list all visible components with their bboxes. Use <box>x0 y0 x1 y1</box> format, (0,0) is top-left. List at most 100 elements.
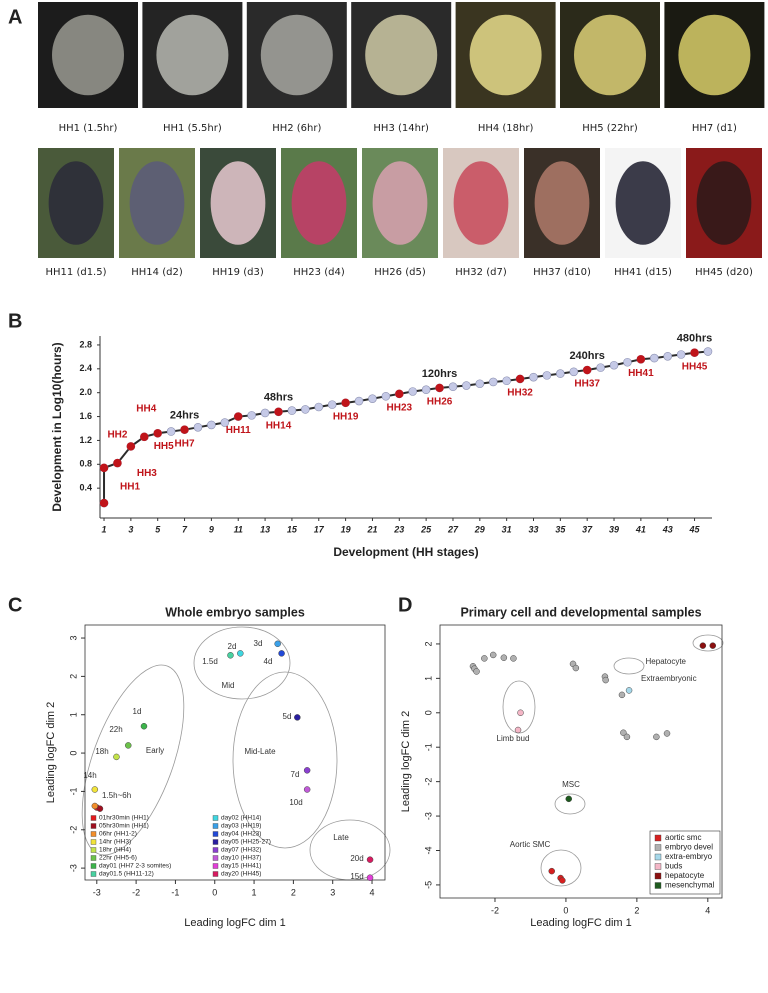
photo-detail <box>696 161 752 245</box>
highlight-point <box>234 412 243 421</box>
group-label: Hepatocyte <box>646 657 687 666</box>
panel-letter: B <box>8 310 22 332</box>
group-ellipse <box>193 626 291 700</box>
point <box>193 422 203 432</box>
point <box>625 687 633 694</box>
point <box>529 372 538 382</box>
legend-label: day02 (HH14) <box>221 815 261 822</box>
x-axis-label: Leading logFC dim 1 <box>530 917 632 929</box>
photo-detail <box>52 14 124 96</box>
panel-d-annotations: Hepatocyte Extraembryonic Limb bud MSC A… <box>497 634 724 887</box>
panel-letter: A <box>8 6 22 28</box>
photo-caption: HH45 (d20) <box>695 267 753 278</box>
point <box>514 726 522 734</box>
point <box>166 427 176 436</box>
point <box>676 350 686 359</box>
panel-letter: C <box>8 594 22 616</box>
x-tick-label: 1 <box>102 524 107 534</box>
legend-swatch <box>654 844 662 851</box>
legend-label: aortic smc <box>665 833 701 842</box>
photo-caption: HH4 (18hr) <box>478 123 534 134</box>
x-tick-label: 0 <box>212 887 217 897</box>
point <box>96 805 104 812</box>
x-tick-label: 2 <box>291 887 296 897</box>
photo-caption: HH19 (d3) <box>212 267 264 278</box>
highlight-point <box>435 383 444 393</box>
point <box>227 652 234 659</box>
point <box>609 360 619 370</box>
group-label: Mid <box>222 681 235 690</box>
point <box>327 400 337 409</box>
point <box>510 655 517 662</box>
point <box>517 709 524 717</box>
legend-label: 22hr (HH5-6) <box>99 855 137 862</box>
point-label: 4d <box>264 657 273 666</box>
point <box>368 394 377 403</box>
x-tick-label: 25 <box>420 524 432 534</box>
x-tick-label: 19 <box>341 524 351 534</box>
point <box>703 347 713 356</box>
point-label: 22h <box>109 725 122 734</box>
stage-label: HH26 <box>427 397 453 408</box>
y-tick-label: -2 <box>68 826 78 834</box>
photo-detail <box>48 161 104 245</box>
legend-label: 14hr (HH3) <box>99 839 131 846</box>
point <box>448 382 458 392</box>
y-tick-label: 0.4 <box>79 483 92 493</box>
point <box>572 664 580 672</box>
point <box>381 391 391 401</box>
stage-label: HH2 <box>107 430 127 441</box>
group-label: Limb bud <box>497 734 530 743</box>
point <box>366 856 374 863</box>
photo-detail <box>534 161 590 245</box>
legend-swatch <box>212 831 219 837</box>
x-tick-label: 39 <box>609 524 619 534</box>
point <box>473 668 480 675</box>
group-ellipse <box>613 657 645 675</box>
point <box>488 377 498 387</box>
point <box>649 353 659 363</box>
point <box>140 722 148 730</box>
highlight-point <box>636 355 646 364</box>
x-tick-label: 5 <box>155 524 161 534</box>
point <box>569 367 579 377</box>
photo-detail <box>469 14 542 96</box>
photo-caption: HH14 (d2) <box>131 267 183 278</box>
highlight-point <box>274 407 283 416</box>
photo-caption: HH5 (22hr) <box>582 123 638 134</box>
group-label: Early <box>146 746 164 755</box>
photo-detail <box>615 161 671 245</box>
legend-swatch <box>654 882 662 889</box>
x-tick-label: 3 <box>330 887 335 897</box>
y-axis-label: Leading logFC dim 2 <box>400 711 412 813</box>
legend-swatch <box>90 871 97 877</box>
x-tick-label: 27 <box>447 524 459 534</box>
legend-swatch <box>212 847 219 853</box>
point-label: 5d <box>283 712 292 721</box>
chart-title: Primary cell and developmental samples <box>460 605 701 619</box>
y-tick-label: 0.8 <box>79 459 92 469</box>
legend-swatch <box>654 872 662 880</box>
point-label: 1.5d <box>202 657 218 666</box>
stage-label: HH11 <box>226 425 251 436</box>
legend-label: day01 (HH7 2-3 somites) <box>99 863 171 870</box>
stage-label: HH5 <box>154 441 174 452</box>
point <box>618 691 626 699</box>
photo-detail <box>372 161 428 245</box>
point <box>408 387 418 396</box>
legend-label: 05hr30min (HH1) <box>99 823 149 830</box>
legend-swatch <box>212 823 219 829</box>
point <box>220 418 230 427</box>
x-tick-label: 1 <box>252 887 257 897</box>
stage-label: HH37 <box>574 379 600 390</box>
legend-label: mesenchymal <box>665 881 715 890</box>
legend-label: day01.5 (HH11-12) <box>99 871 154 878</box>
legend-swatch <box>90 863 97 869</box>
photo-detail <box>453 161 509 245</box>
legend-label: 01hr30min (HH1) <box>99 815 149 822</box>
photo-caption: HH11 (d1.5) <box>46 267 107 278</box>
photo-caption: HH7 (d1) <box>692 123 737 134</box>
group-label: Late <box>333 833 349 842</box>
legend-label: day15 (HH41) <box>221 863 261 870</box>
